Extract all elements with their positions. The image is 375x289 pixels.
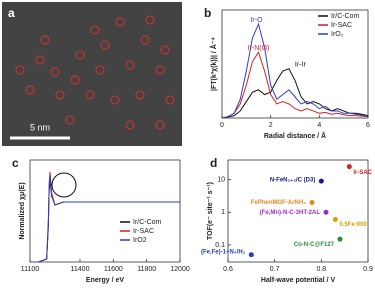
annotation: Ir-Ir	[295, 62, 307, 69]
point-label: (Fe,Fe)-1+N₄/H₂	[201, 249, 246, 255]
series-line	[221, 22, 369, 119]
x-tick-label: 0.7	[270, 266, 280, 273]
x-tick-label: 11800	[137, 266, 156, 273]
x-tick-label: 0	[220, 122, 224, 129]
series-line	[30, 174, 180, 263]
y-axis-label: Normalized χμ(E)	[19, 182, 26, 239]
legend-label: IrO2	[133, 237, 147, 244]
legend-label: Ir-SAC	[133, 228, 154, 235]
data-point	[318, 178, 324, 184]
panel-label: b	[204, 6, 211, 20]
y-axis-label: |FT(k³χ(k))| / Å⁻⁴	[209, 36, 218, 91]
y-tick-label: 1	[221, 209, 225, 216]
panel-label: a	[8, 6, 15, 20]
data-point	[337, 236, 343, 242]
point-label: FePhenMOF-ArNH₃	[251, 200, 306, 206]
annotation: Ir-N(O)	[248, 45, 270, 52]
y-axis-label: TOF(e⁻ site⁻¹ s⁻¹)	[207, 182, 214, 240]
point-label: Ir-SAC	[353, 170, 372, 176]
highlight-circle	[51, 172, 77, 198]
x-tick-label: 0.8	[316, 266, 326, 273]
plot-frame	[29, 159, 181, 263]
x-tick-label: 2	[269, 122, 273, 129]
legend-label: Ir/C-Com	[133, 219, 162, 226]
x-tick-label: 6	[366, 122, 370, 129]
x-axis-label: Energy / eV	[86, 277, 124, 284]
y-tick-label: 0.1	[215, 242, 225, 249]
scale-bar-label: 5 nm	[30, 122, 50, 132]
data-point	[346, 164, 352, 170]
data-point	[332, 217, 338, 223]
x-tick-label: 4	[317, 122, 321, 129]
x-tick-label: 11400	[71, 266, 90, 273]
data-point	[248, 252, 254, 258]
x-tick-label: 12000	[170, 266, 190, 273]
annotation: Ir-O	[250, 17, 263, 24]
point-label: (Fe,Mn)-N-C-3HT-2AL	[260, 210, 321, 216]
point-label: N-FeN₂₊₂/C (D3)	[270, 178, 316, 184]
legend-label: Ir-SAC	[331, 22, 352, 29]
point-label: Co-N-C@F127	[294, 242, 335, 248]
data-point	[309, 199, 315, 205]
micrograph	[2, 2, 182, 146]
series-line	[221, 68, 369, 119]
panel-label: c	[12, 156, 19, 170]
panel-a: a 5 nm	[2, 2, 182, 146]
x-tick-label: 11100	[21, 266, 40, 273]
legend-label: Ir/C-Com	[331, 13, 360, 20]
plot-frame	[227, 159, 369, 263]
panel-label: d	[210, 156, 217, 170]
point-label: 0.5Fe-900	[339, 222, 367, 228]
data-point	[323, 209, 329, 215]
x-axis-label: Radial distance / Å	[264, 131, 326, 140]
texture	[2, 2, 182, 146]
x-axis-label: Half-wave potential / V	[261, 277, 336, 284]
series-line	[221, 51, 369, 119]
x-tick-label: 0.6	[223, 266, 233, 273]
atom-markers	[15, 15, 175, 130]
legend-label: IrO₂	[331, 31, 344, 38]
x-tick-label: 11600	[104, 266, 123, 273]
y-tick-label: 10	[217, 176, 225, 183]
plot-frame	[221, 9, 369, 119]
x-tick-label: 0.9	[363, 266, 373, 273]
